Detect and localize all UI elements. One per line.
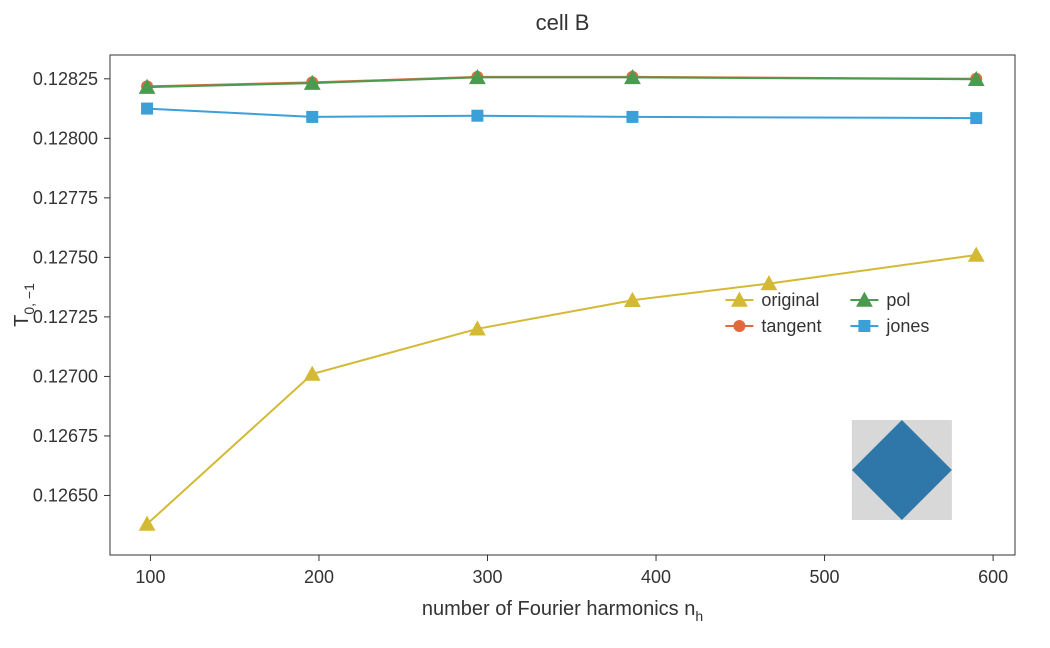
x-tick-label: 600 (978, 567, 1008, 587)
x-tick-label: 500 (810, 567, 840, 587)
y-tick-label: 0.12825 (33, 69, 98, 89)
legend-label-tangent: tangent (761, 316, 821, 336)
x-tick-label: 200 (304, 567, 334, 587)
chart-container: cell B 100 200 300 400 500 600 0.12650 0.12675 0.… (0, 0, 1050, 648)
data-marker (858, 320, 870, 332)
chart-svg: cell B 100 200 300 400 500 600 0.12650 0.12675 0.… (0, 0, 1050, 648)
y-tick-label: 0.12650 (33, 485, 98, 505)
data-marker (471, 110, 483, 122)
legend-label-jones: jones (885, 316, 929, 336)
y-tick-label: 0.12775 (33, 188, 98, 208)
y-tick-label: 0.12800 (33, 128, 98, 148)
y-tick-label: 0.12725 (33, 307, 98, 327)
x-tick-label: 400 (641, 567, 671, 587)
x-tick-label: 100 (135, 567, 165, 587)
data-marker (306, 111, 318, 123)
data-marker (733, 320, 745, 332)
legend-label-pol: pol (886, 290, 910, 310)
legend-label-original: original (761, 290, 819, 310)
x-tick-label: 300 (472, 567, 502, 587)
y-tick-label: 0.12750 (33, 247, 98, 267)
data-marker (626, 111, 638, 123)
inset-cell-icon (852, 420, 952, 520)
chart-title: cell B (536, 10, 590, 35)
y-tick-label: 0.12675 (33, 426, 98, 446)
data-marker (141, 103, 153, 115)
y-tick-label: 0.12700 (33, 366, 98, 386)
data-marker (970, 112, 982, 124)
